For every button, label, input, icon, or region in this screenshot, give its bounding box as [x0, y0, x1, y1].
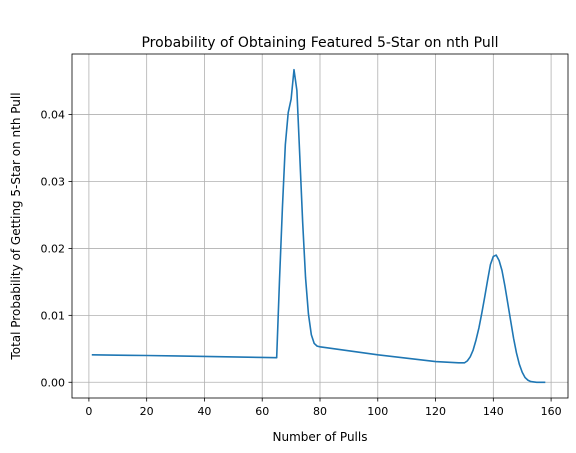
y-tick-label: 0.03 — [41, 175, 66, 188]
y-tick-label: 0.00 — [41, 376, 66, 389]
x-tick-label: 40 — [197, 405, 211, 418]
y-tick-label: 0.04 — [41, 109, 66, 122]
x-tick-label: 60 — [255, 405, 269, 418]
x-tick-label: 160 — [541, 405, 562, 418]
y-axis-label: Total Probability of Getting 5-Star on n… — [9, 92, 23, 360]
x-tick-label: 140 — [483, 405, 504, 418]
x-axis-ticks: 0 20 40 60 80 100 120 140 160 — [85, 398, 562, 418]
chart-title: Probability of Obtaining Featured 5-Star… — [141, 35, 498, 51]
y-tick-label: 0.02 — [41, 242, 66, 255]
x-tick-label: 100 — [367, 405, 388, 418]
x-tick-label: 0 — [85, 405, 92, 418]
series-line — [91, 68, 546, 384]
x-tick-label: 80 — [313, 405, 327, 418]
x-axis-label: Number of Pulls — [273, 430, 368, 444]
x-tick-label: 20 — [140, 405, 154, 418]
gridlines — [72, 54, 568, 398]
series-layer — [91, 68, 546, 384]
x-tick-label: 120 — [425, 405, 446, 418]
y-tick-label: 0.01 — [41, 309, 66, 322]
y-axis-ticks: 0.00 0.01 0.02 0.03 0.04 — [41, 109, 72, 389]
